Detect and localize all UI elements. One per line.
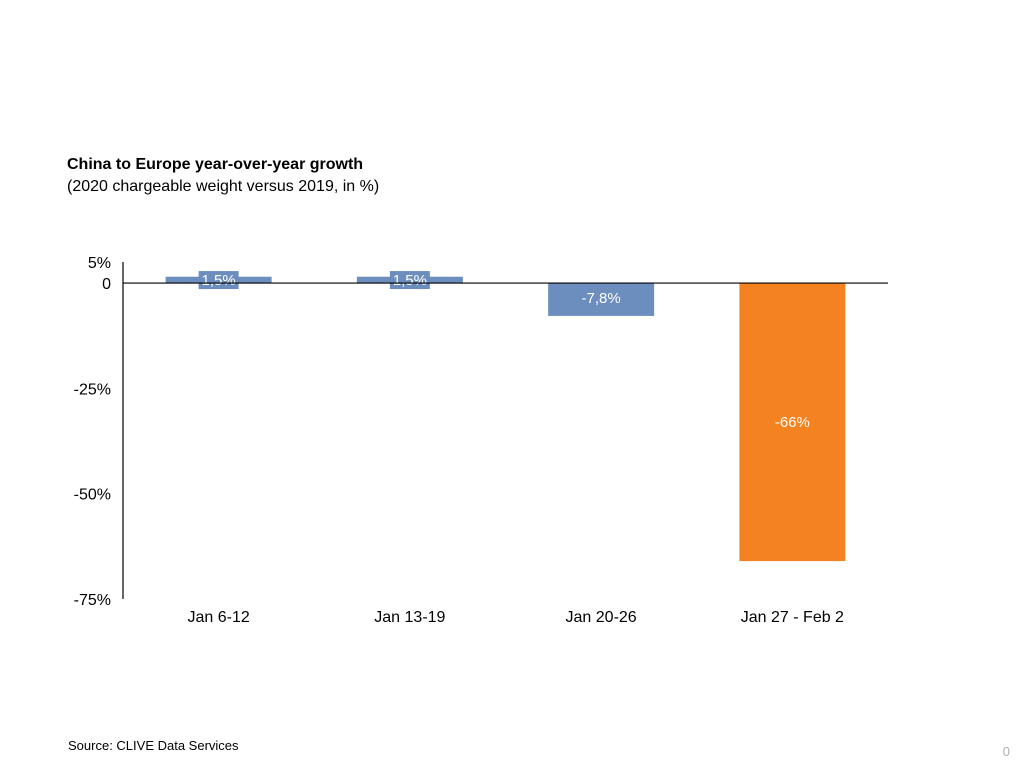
bar — [739, 283, 846, 562]
data-label-background — [389, 271, 430, 290]
data-label: 1,5% — [202, 272, 236, 289]
chart-subtitle: (2020 chargeable weight versus 2019, in … — [67, 178, 380, 195]
page-number: 0 — [1002, 744, 1010, 759]
source-note: Source: CLIVE Data Services — [68, 738, 239, 753]
x-tick-label: Jan 6-12 — [187, 609, 249, 626]
data-label: 1,5% — [393, 272, 427, 289]
data-label-background — [198, 271, 239, 290]
y-tick-label: 5% — [88, 255, 111, 272]
y-tick-label: -50% — [74, 487, 111, 504]
chart-title: China to Europe year-over-year growth — [67, 156, 364, 173]
data-label: -66% — [775, 414, 810, 431]
y-tick-label: -75% — [74, 592, 111, 609]
x-tick-label: Jan 20-26 — [566, 609, 637, 626]
x-tick-label: Jan 13-19 — [374, 609, 445, 626]
y-tick-label: 0 — [102, 276, 111, 293]
x-tick-label: Jan 27 - Feb 2 — [741, 609, 844, 626]
y-tick-label: -25% — [74, 381, 111, 398]
bar — [548, 283, 655, 316]
data-label: -7,8% — [582, 290, 621, 307]
